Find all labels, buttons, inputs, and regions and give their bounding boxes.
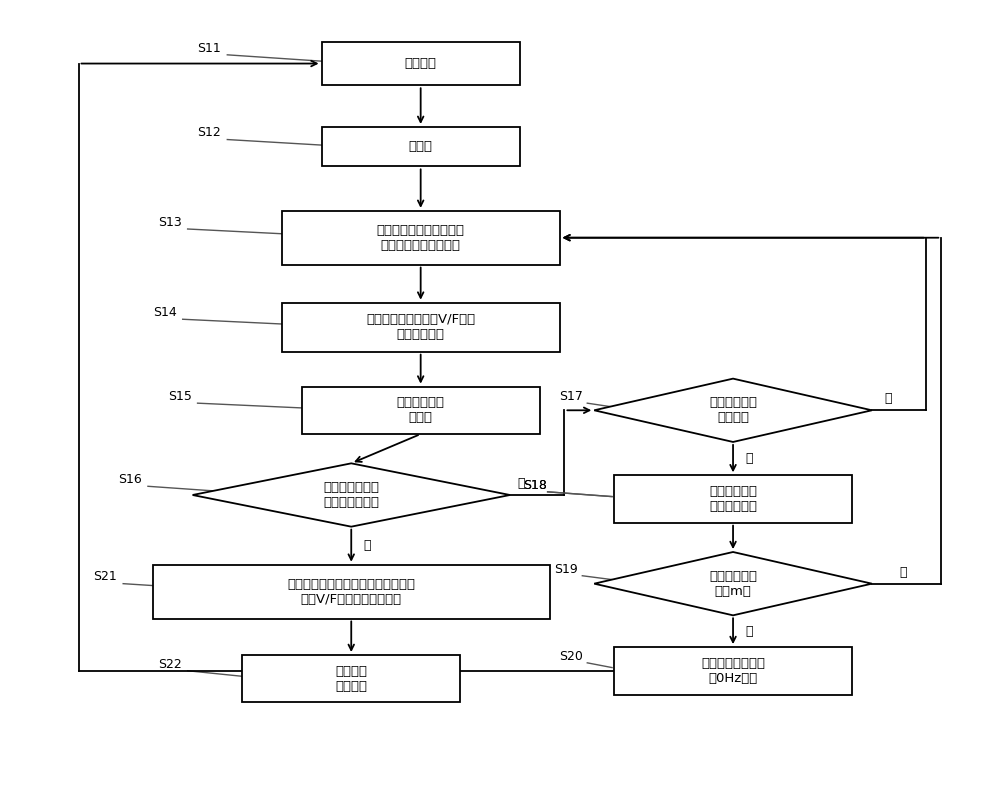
Text: 否: 否 [885,392,892,406]
FancyBboxPatch shape [242,655,460,702]
Text: 按照设定运行方向
从0Hz启动: 按照设定运行方向 从0Hz启动 [701,657,765,685]
Text: 根据输出电流调节追踪频
率增量，计算输出频率: 根据输出电流调节追踪频 率增量，计算输出频率 [377,224,465,252]
Text: S18: S18 [523,478,547,492]
FancyBboxPatch shape [614,475,852,522]
Text: 否: 否 [518,477,525,490]
Text: S13: S13 [158,216,182,229]
Text: S21: S21 [93,570,117,583]
Text: 预励磁: 预励磁 [409,140,433,153]
Text: 追踪结束
正常运行: 追踪结束 正常运行 [335,665,367,693]
Text: 是: 是 [363,539,371,552]
Text: 否: 否 [900,566,907,578]
Text: S18: S18 [523,478,547,492]
Text: S19: S19 [555,562,578,575]
Text: 按照转速追踪设定的V/F曲线
计算输出电压: 按照转速追踪设定的V/F曲线 计算输出电压 [366,313,475,341]
Text: 频率是否达到
上限频率: 频率是否达到 上限频率 [709,396,757,424]
FancyBboxPatch shape [282,210,560,265]
Text: S20: S20 [560,650,583,662]
Polygon shape [193,463,510,526]
FancyBboxPatch shape [153,565,550,618]
Text: S15: S15 [168,390,192,403]
Text: S22: S22 [158,658,182,670]
FancyBboxPatch shape [614,647,852,694]
Text: 定子电流采样
和解耦: 定子电流采样 和解耦 [397,396,445,424]
FancyBboxPatch shape [302,386,540,434]
Text: S16: S16 [118,473,142,486]
Text: S12: S12 [198,126,221,139]
Text: S14: S14 [153,306,177,319]
Polygon shape [594,552,872,615]
Text: 是否达到电动和
发电状态切换点: 是否达到电动和 发电状态切换点 [323,481,379,509]
Polygon shape [594,378,872,442]
Text: S17: S17 [560,390,583,403]
FancyBboxPatch shape [322,127,520,166]
Text: 保持当前频率，输出电压快速提升到
正常V/F曲线的输出电压值: 保持当前频率，输出电压快速提升到 正常V/F曲线的输出电压值 [287,578,415,606]
Text: 是: 是 [745,452,752,465]
Text: S11: S11 [198,42,221,54]
Text: 运行方向取反
输出频率清零: 运行方向取反 输出频率清零 [709,485,757,513]
FancyBboxPatch shape [282,302,560,352]
Text: 追踪循环次数
超过m次: 追踪循环次数 超过m次 [709,570,757,598]
Text: 是: 是 [745,625,752,638]
FancyBboxPatch shape [322,42,520,86]
Text: 开始追踪: 开始追踪 [405,57,437,70]
